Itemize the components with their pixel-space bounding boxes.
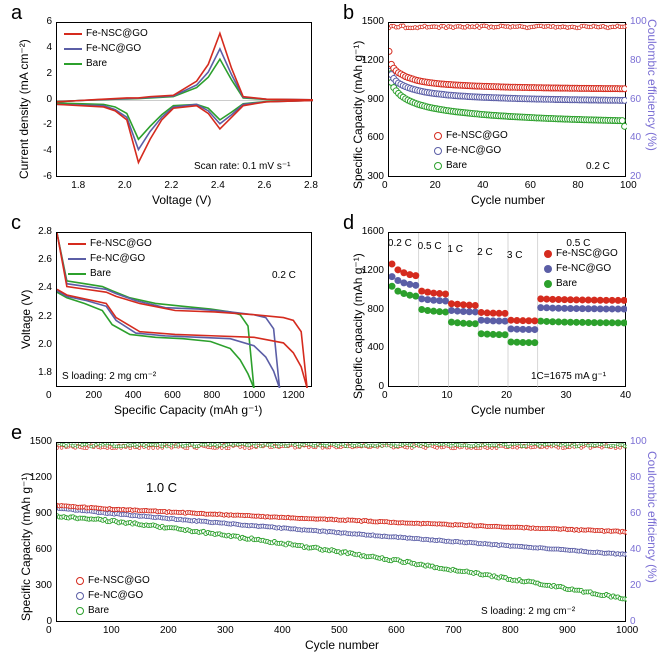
panel-a-legend: Fe-NSC@GOFe-NC@GOBare xyxy=(64,27,148,72)
